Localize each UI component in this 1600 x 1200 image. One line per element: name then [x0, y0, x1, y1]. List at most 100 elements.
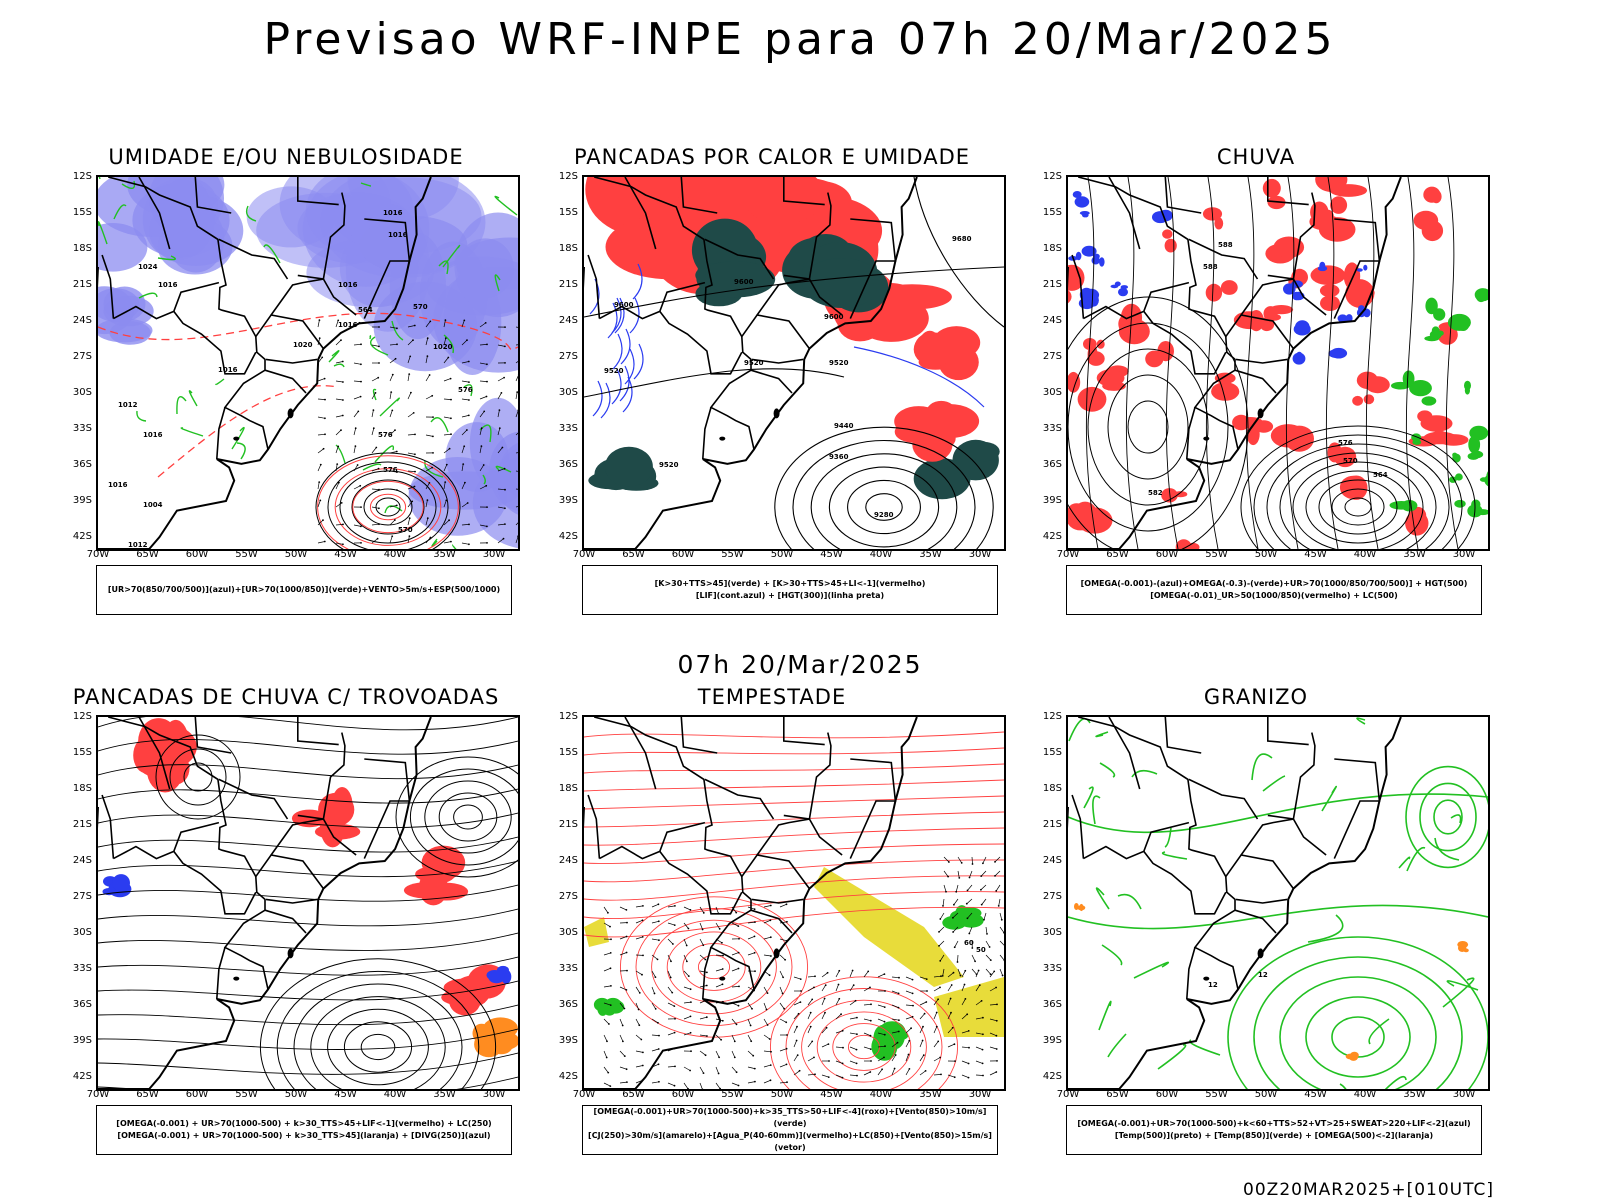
lat-tick: 36S	[72, 459, 92, 470]
lon-tick: 40W	[1353, 549, 1377, 560]
lat-tick: 36S	[558, 459, 578, 470]
lat-tick: 39S	[558, 495, 578, 506]
lat-tick: 30S	[558, 387, 578, 398]
lon-tick: 70W	[86, 1089, 110, 1100]
lon-tick: 35W	[1403, 549, 1426, 560]
contour-label: 570	[398, 526, 413, 534]
lon-tick: 55W	[235, 1089, 258, 1100]
lon-tick: 30W	[482, 549, 506, 560]
lon-tick: 50W	[770, 549, 794, 560]
panel-legend: [UR>70(850/700/500)](azul)+[UR>70(1000/8…	[96, 565, 512, 615]
lat-tick: 18S	[1042, 783, 1062, 794]
lon-tick: 70W	[1056, 1089, 1080, 1100]
contour-label: 570	[413, 303, 428, 311]
lat-tick: 39S	[72, 495, 92, 506]
contour-label: 50	[976, 946, 986, 954]
lat-tick: 30S	[558, 927, 578, 938]
lon-tick: 55W	[721, 549, 744, 560]
lon-tick: 45W	[1304, 549, 1327, 560]
forecast-map: 1016 1016 1016 1020 1024 1012 1016 1016 1020 1016…	[98, 177, 518, 549]
panel-granizo: GRANIZO 12S 15S 18S 21S 24S 27S 30S 33S 36S 39S 42S…	[1026, 685, 1490, 1160]
panel-title: UMIDADE E/OU NEBULOSIDADE	[108, 145, 464, 169]
lat-tick: 36S	[1042, 459, 1062, 470]
lat-tick: 39S	[1042, 495, 1062, 506]
lon-tick: 50W	[284, 1089, 308, 1100]
longitude-axis: 70W 65W 60W 55W 50W 45W 40W 35W 30W	[573, 1089, 1006, 1103]
legend-line: [LIF](cont.azul) + [HGT(300)](linha pret…	[695, 591, 885, 600]
lat-tick: 42S	[1042, 1071, 1062, 1082]
map-frame: 60 50	[582, 715, 1006, 1091]
legend-line: [OMEGA(-0.01)_UR>50(1000/850)(vermelho) …	[1150, 591, 1398, 600]
lon-tick: 65W	[1106, 1089, 1129, 1100]
lat-tick: 33S	[1042, 963, 1062, 974]
legend-line: [OMEGA(-0.001)+UR>70(1000-500)+k>35_TTS>…	[593, 1107, 987, 1128]
longitude-axis: 70W 65W 60W 55W 50W 45W 40W 35W 30W	[1057, 1089, 1490, 1103]
lon-tick: 55W	[235, 549, 258, 560]
panel-title: PANCADAS POR CALOR E UMIDADE	[573, 145, 971, 169]
contour-label: 9280	[874, 511, 894, 519]
panel-legend: [OMEGA(-0.001)+UR>70(1000-500)+k>35_TTS>…	[582, 1105, 998, 1155]
contour-label: 570	[1343, 457, 1358, 465]
contour-label: 9520	[829, 359, 849, 367]
lon-tick: 35W	[433, 549, 456, 560]
panel-legend: [OMEGA(-0.001)-(azul)+OMEGA(-0.3)-(verde…	[1066, 565, 1482, 615]
lon-tick: 70W	[1056, 549, 1080, 560]
lat-tick: 21S	[72, 279, 92, 290]
lat-tick: 12S	[558, 711, 578, 722]
forecast-map: 588 588 582 576 570 564	[1068, 177, 1488, 549]
contour-label: 576	[1338, 439, 1353, 447]
legend-line: [Temp(500)](preto) + [Temp(850)](verde) …	[1114, 1131, 1434, 1140]
lat-tick: 15S	[558, 207, 578, 218]
lon-tick: 30W	[968, 1089, 992, 1100]
lon-tick: 60W	[671, 1089, 695, 1100]
lon-tick: 60W	[1155, 1089, 1179, 1100]
map-frame: 9680 9600 9600 9600 9520 9520 9520 9520 9440 9360…	[582, 175, 1006, 551]
lon-tick: 40W	[869, 1089, 893, 1100]
panel-title: PANCADAS DE CHUVA C/ TROVOADAS	[72, 685, 500, 709]
longitude-axis: 70W 65W 60W 55W 50W 45W 40W 35W 30W	[87, 549, 520, 563]
panel-legend: [OMEGA(-0.001) + UR>70(1000-500) + k>30_…	[96, 1105, 512, 1155]
lat-tick: 24S	[558, 855, 578, 866]
lon-tick: 65W	[136, 1089, 159, 1100]
lat-tick: 12S	[72, 171, 92, 182]
lon-tick: 30W	[482, 1089, 506, 1100]
panel-pancadas-trovoadas: PANCADAS DE CHUVA C/ TROVOADAS 12S 15S 18S 2…	[56, 685, 520, 1160]
lat-tick: 30S	[1042, 927, 1062, 938]
legend-line: [CJ(250)>30m/s](amarelo)+[Agua_P(40-60mm…	[588, 1131, 992, 1152]
panel-tempestade: TEMPESTADE 12S 15S 18S 21S 24S 27S 30S 33S 36S 39S…	[542, 685, 1006, 1160]
contour-label: 12	[1258, 971, 1268, 979]
lat-tick: 18S	[72, 783, 92, 794]
lon-tick: 65W	[1106, 549, 1129, 560]
contour-label: 1016	[108, 481, 128, 489]
longitude-axis: 70W 65W 60W 55W 50W 45W 40W 35W 30W	[87, 1089, 520, 1103]
contour-label: 1016	[143, 431, 163, 439]
lon-tick: 60W	[185, 549, 209, 560]
panel-title: GRANIZO	[1203, 685, 1309, 709]
contour-label: 1016	[218, 366, 238, 374]
lon-tick: 55W	[1205, 549, 1228, 560]
contour-label: 1016	[388, 231, 408, 239]
lat-tick: 27S	[1042, 891, 1062, 902]
lon-tick: 65W	[622, 1089, 645, 1100]
forecast-map: 12 12	[1068, 717, 1488, 1089]
forecast-map: 9680 9600 9600 9600 9520 9520 9520 9520 9440 9360…	[584, 177, 1004, 549]
lon-tick: 65W	[622, 549, 645, 560]
contour-label: 576	[378, 431, 393, 439]
lat-tick: 21S	[72, 819, 92, 830]
lat-tick: 33S	[72, 963, 92, 974]
lon-tick: 40W	[383, 1089, 407, 1100]
lon-tick: 50W	[1254, 1089, 1278, 1100]
lat-tick: 12S	[1042, 711, 1062, 722]
contour-label: 12	[1208, 981, 1218, 989]
lon-tick: 45W	[820, 1089, 843, 1100]
lat-tick: 27S	[72, 891, 92, 902]
lat-tick: 27S	[1042, 351, 1062, 362]
lon-tick: 65W	[136, 549, 159, 560]
contour-label: 588	[1203, 263, 1218, 271]
map-basemap	[1068, 177, 1402, 549]
contour-label: 1016	[158, 281, 178, 289]
latitude-axis: 12S 15S 18S 21S 24S 27S 30S 33S 36S 39S 42S	[542, 711, 580, 1089]
contour-label: 9520	[659, 461, 679, 469]
lat-tick: 30S	[72, 387, 92, 398]
lat-tick: 15S	[1042, 207, 1062, 218]
